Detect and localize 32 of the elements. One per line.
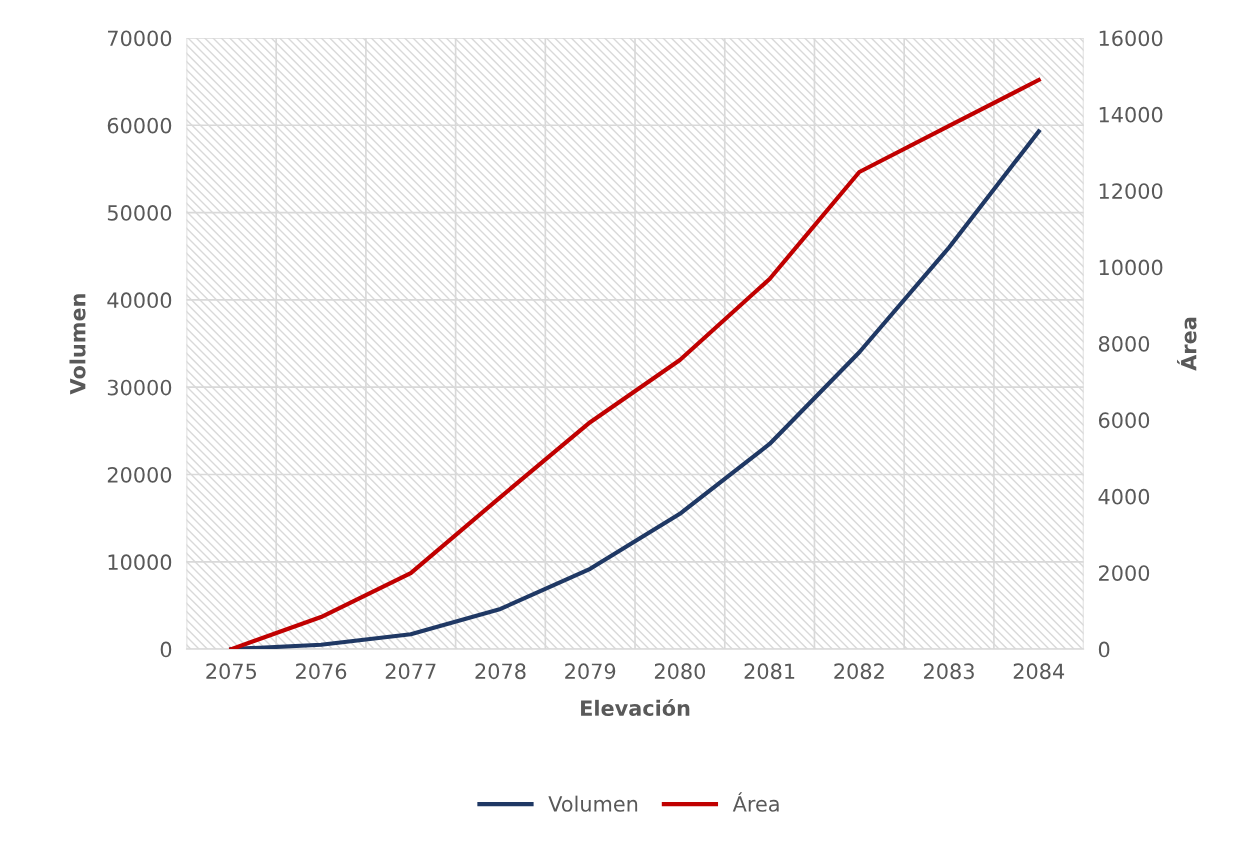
y-tick-label: 0 xyxy=(160,641,172,658)
x-tick-label: 2084 xyxy=(1013,663,1065,680)
y-axis-title: Volumen xyxy=(69,294,86,395)
y-tick-label: 70000 xyxy=(108,30,172,47)
y-tick-label: 30000 xyxy=(107,379,172,396)
y2-tick-label: 14000 xyxy=(1099,106,1163,123)
y2-tick-label: 0 xyxy=(1098,641,1110,658)
x-tick-label: 2082 xyxy=(834,663,884,680)
legend-label: Área xyxy=(732,792,779,812)
y2-tick-label: 12000 xyxy=(1099,183,1163,199)
x-tick-label: 2081 xyxy=(744,663,795,680)
x-tick-label: 2083 xyxy=(924,663,974,680)
y-tick-label: 10000 xyxy=(108,554,172,571)
y-tick-label: 20000 xyxy=(107,466,172,483)
x-tick-label: 2079 xyxy=(565,663,616,680)
y2-tick-label: 8000 xyxy=(1098,335,1150,352)
x-tick-label: 2077 xyxy=(385,663,436,680)
y-tick-label: 50000 xyxy=(107,205,172,221)
y-tick-label: 60000 xyxy=(107,117,172,134)
y2-tick-label: 4000 xyxy=(1098,488,1150,505)
x-tick-label: 2080 xyxy=(654,663,706,680)
x-axis-title: Elevación xyxy=(581,698,690,716)
x-tick-label: 2075 xyxy=(206,663,257,680)
legend-label: Volumen xyxy=(548,795,638,812)
y2-axis-title: Área xyxy=(1176,317,1197,371)
x-tick-label: 2076 xyxy=(296,663,347,680)
y2-tick-label: 6000 xyxy=(1098,412,1150,429)
y-tick-label: 40000 xyxy=(107,292,172,309)
y2-tick-label: 16000 xyxy=(1099,30,1163,47)
x-tick-label: 2078 xyxy=(475,663,526,680)
y2-tick-label: 10000 xyxy=(1099,259,1163,276)
y2-tick-label: 2000 xyxy=(1099,565,1150,581)
